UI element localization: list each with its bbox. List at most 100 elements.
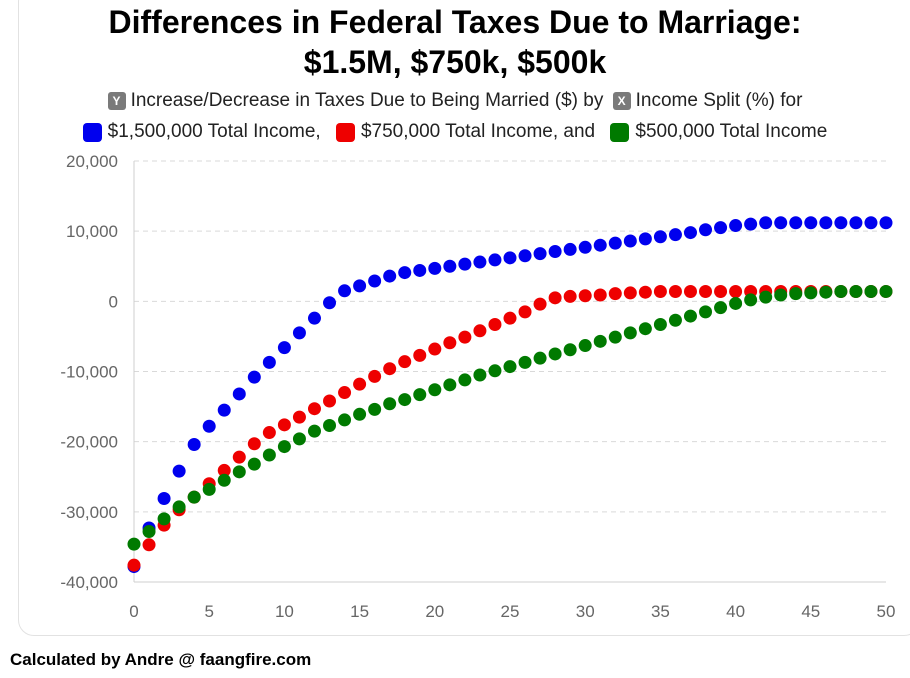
data-point-series3 — [398, 393, 412, 407]
legend-swatch-series1 — [82, 122, 102, 142]
data-point-series2 — [714, 285, 728, 299]
data-point-series2 — [473, 324, 487, 338]
data-point-series2 — [729, 285, 743, 299]
data-point-series1 — [804, 216, 818, 230]
data-point-series3 — [338, 413, 352, 427]
data-point-series2 — [232, 450, 246, 464]
data-point-series1 — [323, 296, 337, 310]
data-point-series3 — [623, 326, 637, 340]
x-tick-label: 5 — [204, 602, 213, 621]
data-point-series3 — [578, 339, 592, 353]
legend-swatch-series2 — [335, 122, 355, 142]
data-point-series2 — [623, 286, 637, 300]
data-point-series3 — [247, 457, 261, 471]
data-point-series2 — [548, 291, 562, 305]
x-tick-label: 15 — [350, 602, 369, 621]
data-point-series2 — [578, 289, 592, 303]
legend-series3-label: $500,000 Total Income — [635, 121, 828, 142]
y-tick-label: -40,000 — [60, 573, 118, 592]
data-point-series3 — [774, 288, 788, 302]
x-tick-label: 10 — [275, 602, 294, 621]
data-point-series3 — [232, 465, 246, 479]
data-point-series3 — [458, 373, 472, 387]
data-point-series1 — [338, 284, 352, 298]
data-point-series3 — [292, 432, 306, 446]
data-point-series1 — [473, 255, 487, 269]
data-point-series1 — [699, 223, 713, 237]
data-point-series3 — [353, 407, 367, 421]
y-tick-label: -30,000 — [60, 503, 118, 522]
legend-swatch-series3 — [610, 122, 630, 142]
y-tick-label: 10,000 — [66, 222, 118, 241]
data-point-series1 — [518, 249, 532, 263]
data-point-series1 — [714, 221, 728, 235]
x-tick-label: 40 — [726, 602, 745, 621]
data-point-series2 — [518, 305, 532, 319]
x-tick-label: 30 — [576, 602, 595, 621]
data-point-series1 — [638, 232, 652, 246]
y-tick-label: -10,000 — [60, 363, 118, 382]
data-point-series2 — [608, 287, 622, 301]
data-point-series1 — [578, 240, 592, 254]
x-tick-label: 35 — [651, 602, 670, 621]
legend-axes-description: Y Increase/Decrease in Taxes Due to Being… — [0, 90, 910, 112]
data-point-series3 — [608, 330, 622, 344]
data-point-series2 — [413, 348, 427, 362]
data-point-series3 — [488, 364, 502, 378]
data-point-series3 — [879, 285, 893, 299]
data-point-series3 — [533, 351, 547, 365]
data-point-series3 — [172, 500, 186, 514]
data-point-series1 — [277, 341, 291, 355]
data-point-series3 — [714, 301, 728, 315]
data-point-series3 — [548, 347, 562, 361]
x-tick-label: 45 — [801, 602, 820, 621]
data-point-series1 — [443, 259, 457, 273]
x-tick-label: 20 — [425, 602, 444, 621]
data-point-series1 — [879, 216, 893, 230]
data-point-series2 — [323, 394, 337, 408]
data-point-series3 — [593, 334, 607, 348]
data-point-series2 — [699, 285, 713, 299]
data-point-series3 — [864, 285, 878, 299]
data-point-series1 — [292, 326, 306, 340]
data-point-series3 — [413, 388, 427, 402]
data-point-series3 — [804, 286, 818, 300]
data-point-series3 — [789, 287, 803, 301]
data-point-series3 — [473, 368, 487, 382]
data-point-series2 — [217, 463, 231, 477]
data-point-series1 — [683, 226, 697, 240]
data-point-series2 — [262, 426, 276, 440]
x-tick-label: 50 — [877, 602, 896, 621]
data-point-series2 — [428, 342, 442, 356]
legend-text-y: Increase/Decrease in Taxes Due to Being … — [130, 90, 604, 111]
data-point-series3 — [759, 290, 773, 304]
data-point-series1 — [789, 216, 803, 230]
data-point-series3 — [383, 397, 397, 411]
data-point-series3 — [202, 482, 216, 496]
data-point-series3 — [699, 305, 713, 319]
data-point-series3 — [277, 440, 291, 454]
data-point-series1 — [623, 234, 637, 248]
data-point-series2 — [443, 336, 457, 350]
data-point-series2 — [398, 355, 412, 369]
data-point-series1 — [563, 242, 577, 256]
data-point-series1 — [172, 464, 186, 478]
footer-credit: Calculated by Andre @ faangfire.com — [10, 650, 312, 669]
data-point-series1 — [353, 279, 367, 293]
data-point-series1 — [744, 217, 758, 231]
data-point-series3 — [834, 285, 848, 299]
data-point-series3 — [518, 355, 532, 369]
data-point-series1 — [262, 355, 276, 369]
data-point-series2 — [533, 297, 547, 311]
data-point-series3 — [368, 402, 382, 416]
data-point-series1 — [849, 216, 863, 230]
data-point-series1 — [428, 261, 442, 275]
data-point-series1 — [608, 236, 622, 250]
y-tick-label: -20,000 — [60, 433, 118, 452]
data-point-series1 — [413, 263, 427, 277]
data-point-series1 — [729, 219, 743, 233]
data-point-series2 — [563, 289, 577, 303]
data-point-series3 — [744, 293, 758, 307]
data-point-series3 — [142, 524, 156, 538]
chart-title-line1: Differences in Federal Taxes Due to Marr… — [108, 4, 802, 40]
